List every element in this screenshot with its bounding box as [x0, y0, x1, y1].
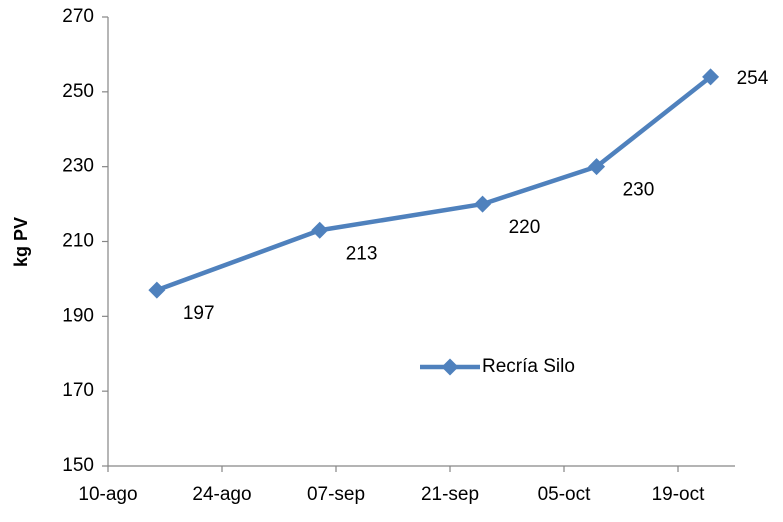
y-tick-label: 150 [62, 455, 94, 476]
y-tick-label: 270 [62, 6, 94, 27]
data-label: 213 [346, 243, 378, 264]
data-label: 197 [183, 303, 215, 324]
data-label: 254 [737, 68, 769, 89]
x-tick-label: 10-ago [78, 484, 137, 505]
x-tick-label: 24-ago [192, 484, 251, 505]
x-tick-label: 21-sep [421, 484, 479, 505]
data-marker [588, 158, 606, 176]
x-tick-label: 19-oct [652, 484, 706, 505]
data-label: 230 [623, 180, 655, 201]
legend-marker [441, 358, 459, 376]
data-marker [702, 68, 720, 86]
y-tick-label: 230 [62, 156, 94, 177]
data-marker [148, 281, 166, 299]
y-tick-label: 210 [62, 231, 94, 252]
legend-label: Recría Silo [482, 356, 575, 377]
data-label: 220 [509, 217, 541, 238]
x-tick-label: 07-sep [307, 484, 365, 505]
data-marker [474, 195, 492, 213]
y-tick-label: 250 [62, 81, 94, 102]
y-tick-label: 170 [62, 380, 94, 401]
x-tick-label: 05-oct [538, 484, 592, 505]
y-tick-label: 190 [62, 305, 94, 326]
y-axis-label: kg PV [11, 217, 31, 267]
data-marker [311, 221, 329, 239]
